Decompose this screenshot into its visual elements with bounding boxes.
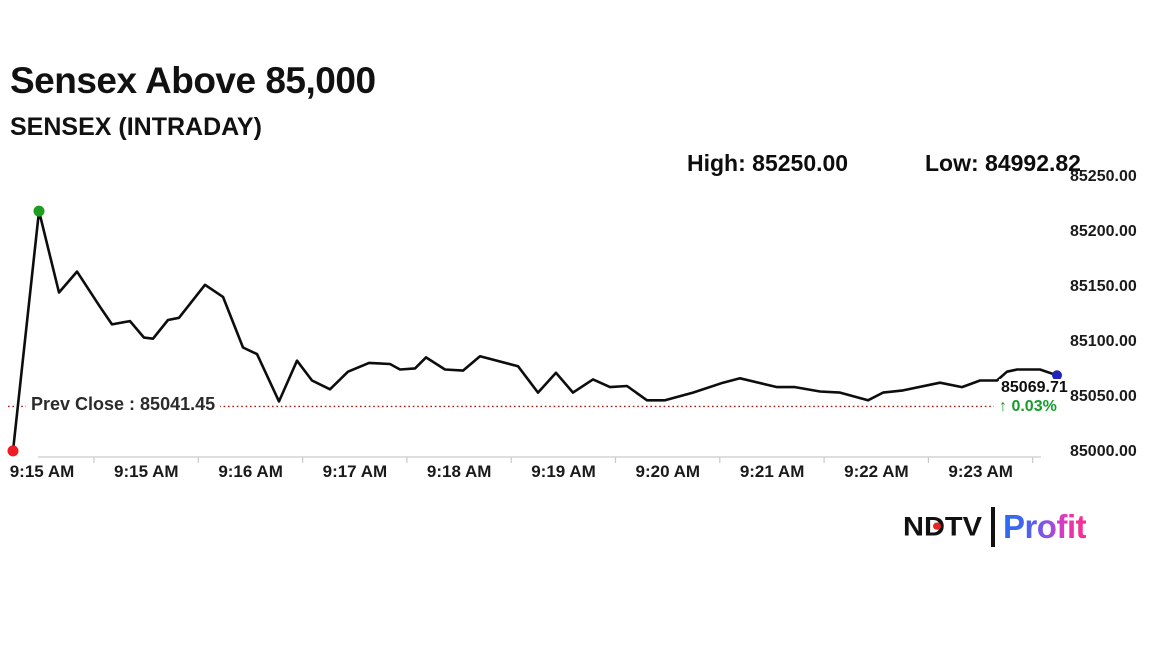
up-arrow-icon: ↑	[999, 398, 1007, 415]
x-axis-label: 9:23 AM	[948, 462, 1013, 481]
last-price-label: 85069.71	[999, 379, 1070, 397]
y-axis-label: 85150.00	[1070, 278, 1137, 295]
ndtv-logo-dot-icon	[933, 521, 941, 530]
peak-marker-dot	[33, 205, 45, 217]
chart-subtitle: SENSEX (INTRADAY)	[10, 113, 262, 141]
x-axis-label: 9:20 AM	[635, 462, 701, 481]
y-axis-label: 85050.00	[1070, 388, 1137, 405]
ndtv-logo-text: NDTV	[903, 511, 982, 542]
y-axis-label: 85000.00	[1070, 443, 1137, 460]
page-title: Sensex Above 85,000	[10, 60, 376, 101]
end-marker-dot	[1052, 370, 1062, 381]
y-axis-label: 85250.00	[1070, 168, 1137, 185]
start-marker-dot	[7, 445, 19, 457]
logo-divider	[990, 507, 995, 547]
x-axis-label: 9:19 AM	[531, 462, 596, 481]
x-axis-label: 9:15 AM	[9, 462, 75, 481]
x-axis-label: 9:21 AM	[739, 462, 805, 481]
change-percent-value: 0.03%	[1011, 398, 1057, 415]
prev-close-label: Prev Close : 85041.45	[26, 394, 221, 416]
profit-logo-text: Profit	[1002, 508, 1087, 545]
ndtv-profit-logo: NDTV Profit	[903, 504, 1087, 550]
x-axis-label: 9:18 AM	[426, 462, 492, 481]
y-axis-label: 85100.00	[1070, 333, 1137, 350]
price-line	[11, 209, 1059, 453]
high-value-label: High: 85250.00	[687, 150, 849, 176]
change-percent-label: ↑ 0.03%	[999, 398, 1057, 416]
x-axis-label: 9:16 AM	[218, 462, 283, 481]
x-axis-label: 9:17 AM	[322, 462, 388, 481]
x-axis-label: 9:22 AM	[844, 462, 909, 481]
y-axis-label: 85200.00	[1070, 223, 1137, 240]
low-value-label: Low: 84992.82	[925, 150, 1081, 176]
x-axis-label: 9:15 AM	[114, 462, 179, 481]
